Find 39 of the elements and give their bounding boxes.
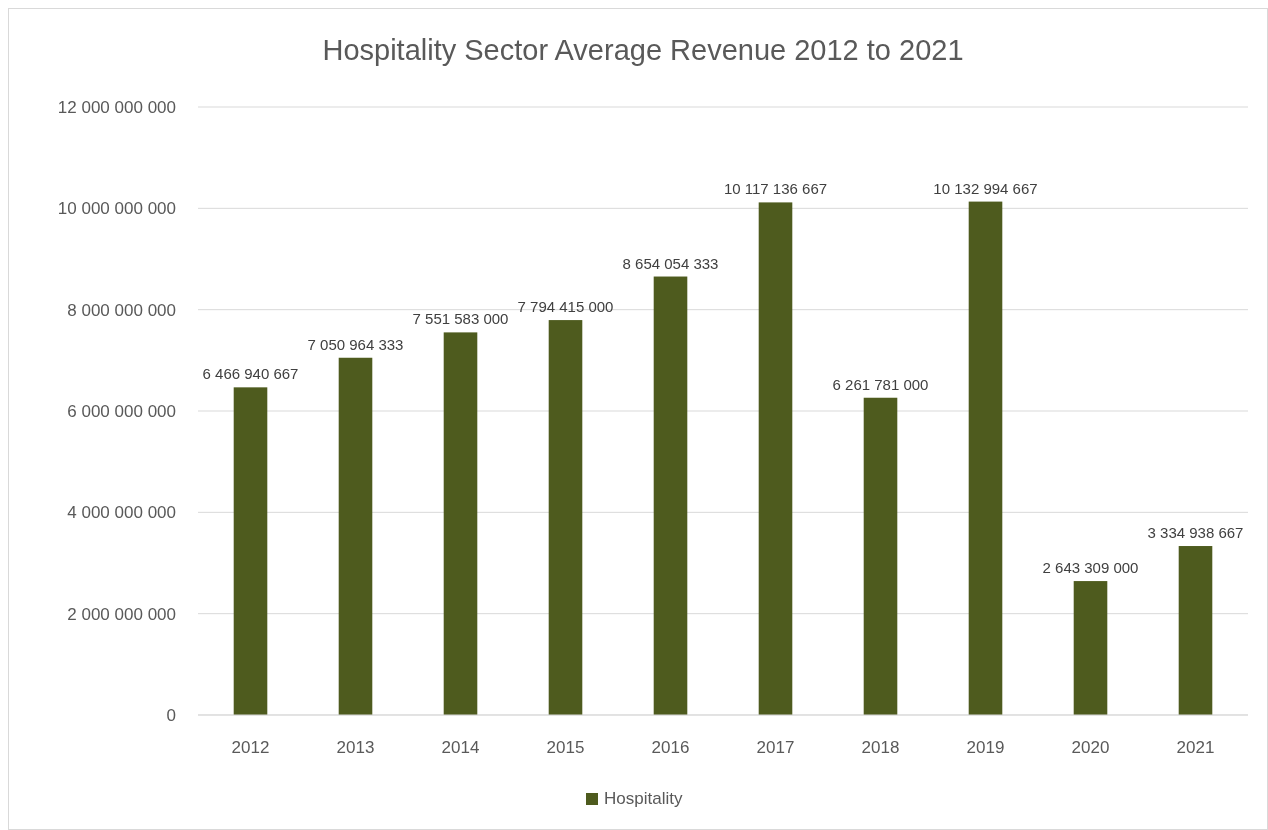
y-tick-label: 12 000 000 000 xyxy=(57,97,176,117)
x-tick-label: 2019 xyxy=(966,738,1005,757)
x-tick-label: 2020 xyxy=(1071,738,1110,757)
bar xyxy=(443,332,478,715)
bar xyxy=(1073,581,1108,715)
data-label: 3 334 938 667 xyxy=(1147,524,1244,542)
x-tick-label: 2014 xyxy=(441,738,480,757)
data-label: 7 794 415 000 xyxy=(517,298,614,316)
bar xyxy=(548,320,583,715)
bar xyxy=(338,357,373,715)
data-label: 8 654 054 333 xyxy=(622,254,719,272)
bar xyxy=(758,202,793,715)
x-tick-label: 2018 xyxy=(861,738,900,757)
chart-title: Hospitality Sector Average Revenue 2012 to 2021 xyxy=(322,34,964,66)
bar xyxy=(653,276,688,715)
x-tick-label: 2021 xyxy=(1176,738,1215,757)
x-tick-label: 2012 xyxy=(231,738,270,757)
data-label: 7 050 964 333 xyxy=(307,335,404,353)
y-tick-label: 4 000 000 000 xyxy=(67,503,176,523)
y-tick-label: 2 000 000 000 xyxy=(67,604,176,624)
y-tick-label: 6 000 000 000 xyxy=(67,401,176,421)
data-label: 2 643 309 000 xyxy=(1042,559,1139,577)
data-label: 10 117 136 667 xyxy=(723,180,828,198)
y-tick-label: 0 xyxy=(166,705,176,725)
bar xyxy=(968,201,1003,715)
y-tick-label: 10 000 000 000 xyxy=(57,199,176,219)
data-label: 6 466 940 667 xyxy=(202,365,299,383)
legend-label: Hospitality xyxy=(604,789,683,808)
data-label: 6 261 781 000 xyxy=(832,375,929,393)
y-tick-label: 8 000 000 000 xyxy=(67,300,176,320)
x-tick-label: 2016 xyxy=(651,738,690,757)
bar xyxy=(863,397,898,715)
x-tick-label: 2015 xyxy=(546,738,585,757)
bar xyxy=(233,387,268,715)
data-label: 7 551 583 000 xyxy=(412,310,509,328)
x-tick-label: 2013 xyxy=(336,738,375,757)
x-tick-label: 2017 xyxy=(756,738,795,757)
data-label: 10 132 994 667 xyxy=(933,179,1038,197)
bar xyxy=(1178,546,1213,715)
